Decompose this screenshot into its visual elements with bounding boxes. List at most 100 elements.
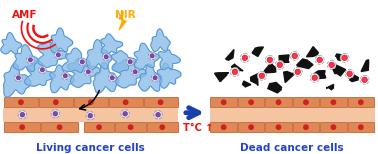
Circle shape [222,125,226,129]
Circle shape [347,71,352,77]
Circle shape [110,76,114,80]
Circle shape [86,70,90,74]
Bar [265,97,292,107]
Polygon shape [263,63,276,73]
Bar [238,97,265,107]
Circle shape [331,125,336,129]
Circle shape [97,125,101,129]
Circle shape [331,100,336,104]
Circle shape [88,100,93,104]
Polygon shape [361,60,369,71]
Circle shape [88,113,93,118]
Circle shape [26,56,34,64]
Bar [108,97,143,107]
Circle shape [275,60,284,69]
Circle shape [295,69,301,75]
Circle shape [154,111,162,119]
Circle shape [20,125,24,129]
Circle shape [84,68,92,76]
Circle shape [57,125,62,129]
Bar [4,122,40,132]
Circle shape [129,125,133,129]
Circle shape [150,54,154,58]
Circle shape [304,100,308,104]
Circle shape [53,111,57,116]
Text: NIR: NIR [115,10,136,20]
Circle shape [231,67,239,76]
Bar [3,108,178,122]
Circle shape [240,53,249,62]
Polygon shape [284,71,294,83]
Circle shape [18,111,26,119]
Polygon shape [279,55,289,62]
Bar [41,122,78,132]
Bar [4,97,38,107]
Bar [210,97,237,107]
Bar [74,97,108,107]
Circle shape [242,55,248,61]
Circle shape [51,109,59,118]
Circle shape [123,111,127,116]
Circle shape [292,53,297,59]
Circle shape [310,73,319,82]
Circle shape [124,100,128,104]
Circle shape [277,62,283,68]
Bar [293,97,319,107]
Circle shape [345,69,354,78]
Circle shape [131,68,139,76]
Circle shape [329,62,335,68]
Circle shape [249,100,253,104]
Circle shape [56,53,60,57]
Circle shape [148,52,156,60]
Circle shape [290,51,299,60]
Bar [347,97,374,107]
Circle shape [63,74,67,78]
Circle shape [359,125,363,129]
Polygon shape [326,84,333,90]
Bar [293,122,319,132]
Bar [144,97,178,107]
Circle shape [222,100,226,104]
Text: Living cancer cells: Living cancer cells [36,143,145,153]
Polygon shape [38,42,68,67]
Polygon shape [4,64,31,97]
FancyArrowPatch shape [186,108,199,118]
Circle shape [315,55,324,64]
Circle shape [158,100,163,104]
Circle shape [80,60,84,64]
Circle shape [249,125,253,129]
Bar [147,122,178,132]
Polygon shape [251,74,258,85]
Polygon shape [13,45,38,72]
Circle shape [232,69,238,75]
Polygon shape [158,50,180,70]
Circle shape [39,66,46,74]
Polygon shape [101,34,122,55]
Circle shape [54,51,62,59]
Polygon shape [252,47,263,57]
Circle shape [312,75,318,81]
Circle shape [359,100,363,104]
Bar [238,122,265,132]
Polygon shape [332,63,345,76]
Polygon shape [336,54,348,61]
Polygon shape [231,64,243,71]
Polygon shape [151,29,170,51]
Text: AMF: AMF [12,10,38,20]
Bar [115,122,146,132]
Bar [210,108,375,122]
Polygon shape [139,64,162,91]
Circle shape [102,53,110,61]
Polygon shape [215,73,229,82]
Circle shape [40,68,45,72]
Circle shape [156,112,160,117]
Circle shape [16,76,20,80]
Polygon shape [93,63,119,93]
Circle shape [265,55,274,64]
Polygon shape [157,63,181,88]
Circle shape [257,71,266,80]
Circle shape [28,58,33,62]
Text: Dead cancer cells: Dead cancer cells [240,143,344,153]
Circle shape [276,125,281,129]
Circle shape [304,125,308,129]
